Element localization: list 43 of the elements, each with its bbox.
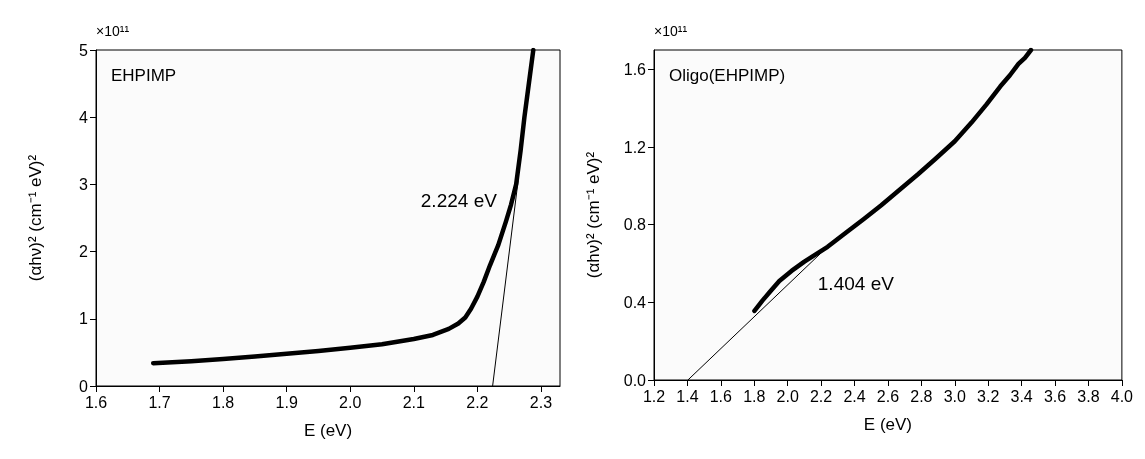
x-axis-title: E (eV) (863, 415, 913, 434)
x-tick-label: 1.2 (642, 387, 666, 405)
x-tick-label: 1.8 (212, 393, 235, 411)
x-tick-label: 3.0 (943, 387, 966, 405)
annotation: 1.404 eV (817, 273, 895, 295)
x-tick-label: 2.6 (876, 387, 900, 405)
x-tick-label: 2.0 (339, 393, 362, 411)
x-tick-label: 2.8 (910, 387, 933, 405)
text: ×10¹¹ (654, 23, 688, 39)
x-tick-label: 4.0 (1110, 387, 1134, 405)
y-tick-label: 0.4 (623, 293, 647, 311)
text: ×10¹¹ (96, 23, 130, 39)
y-tick-label: 1.2 (623, 138, 647, 156)
y-tick-label: 0 (79, 377, 89, 395)
x-tick-label: 1.9 (275, 393, 298, 411)
x-axis-title: E (eV) (303, 421, 353, 440)
text: Oligo(EHPIMP) (669, 66, 786, 85)
y-axis-title: (αhν)² (cm⁻¹ eV)² (584, 151, 603, 279)
x-tick-label: 3.4 (1010, 387, 1033, 405)
y-tick-label: 0.0 (623, 371, 647, 389)
x-tick-label: 1.7 (148, 393, 171, 411)
x-tick-label: 1.4 (676, 387, 699, 405)
x-tick-label: 3.8 (1077, 387, 1100, 405)
x-tick-label: 2.3 (529, 393, 553, 411)
annotation: 2.224 eV (420, 190, 498, 212)
y-tick-label: 4 (79, 108, 89, 126)
x-tick-label: 1.8 (743, 387, 766, 405)
x-tick-label: 2.2 (466, 393, 489, 411)
x-tick-label: 2.4 (843, 387, 866, 405)
y-tick-label: 1.6 (623, 60, 647, 78)
x-tick-label: 2.1 (402, 393, 426, 411)
y-tick-label: 5 (79, 41, 89, 59)
x-tick-label: 2.2 (809, 387, 833, 405)
y-tick-label: 3 (79, 175, 89, 193)
y-tick-label: 1 (79, 310, 89, 328)
y-tick-label: 0.8 (623, 216, 647, 234)
text: EHPIMP (111, 66, 177, 85)
x-tick-label: 3.6 (1043, 387, 1067, 405)
x-tick-label: 3.2 (977, 387, 1000, 405)
y-tick-label: 2 (79, 243, 89, 261)
x-tick-label: 1.6 (709, 387, 733, 405)
x-tick-label: 2.0 (776, 387, 799, 405)
y-axis-title: (αhν)² (cm⁻¹ eV)² (26, 154, 45, 282)
